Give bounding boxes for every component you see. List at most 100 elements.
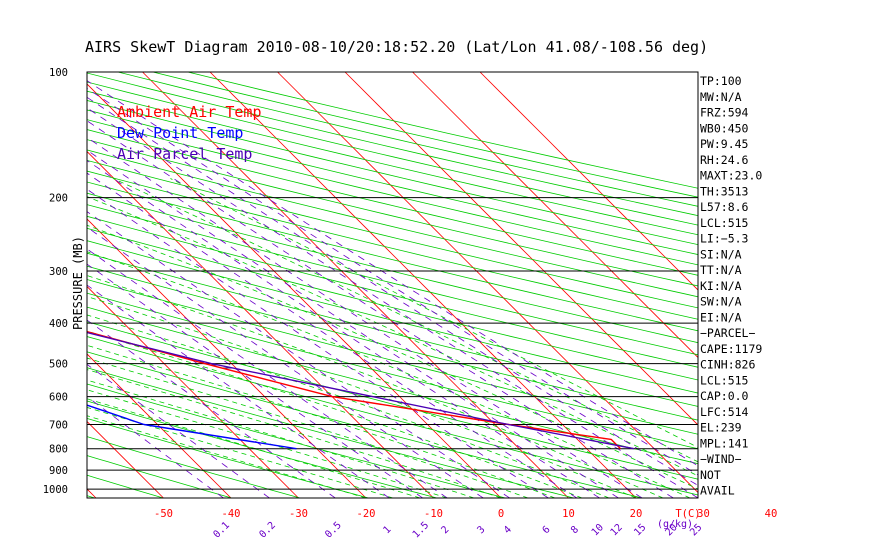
moist-adiabat-line	[87, 275, 664, 498]
legend-air-parcel-temp: Air Parcel Temp	[117, 145, 252, 163]
dry-adiabat-line	[87, 436, 301, 498]
isotherm-line	[0, 72, 29, 498]
moist-adiabat-line	[87, 369, 502, 498]
isotherm-line	[209, 72, 637, 498]
pressure-tick-label: 800	[49, 444, 68, 456]
mixing-ratio-line	[87, 248, 448, 498]
dry-adiabat-line	[87, 418, 369, 498]
sounding-traces	[87, 330, 635, 450]
pressure-tick-label: 400	[49, 318, 68, 330]
bottom-temp-tick-label: -10	[424, 508, 443, 520]
bottom-temp-tick-label: 40	[765, 508, 778, 520]
index-item: AVAIL	[700, 484, 735, 498]
pressure-tick-label: 600	[49, 392, 68, 404]
index-item: TP:100	[700, 74, 742, 88]
pressure-tick-label: 900	[49, 465, 68, 477]
index-item: PW:9.45	[700, 137, 748, 151]
dry-adiabat-line	[87, 204, 698, 356]
mixing-ratio-label: 4	[502, 524, 514, 536]
legend: Ambient Air Temp Dew Point Temp Air Parc…	[117, 103, 262, 163]
moist-adiabat-line	[87, 389, 448, 498]
index-item: LFC:514	[700, 405, 749, 419]
isotherm-line	[87, 218, 367, 498]
index-item: MPL:141	[700, 436, 749, 450]
pressure-tick-label: 1000	[43, 484, 68, 496]
dry-adiabat-line	[87, 119, 698, 266]
mixing-ratio-label: 6	[541, 524, 553, 536]
dry-adiabat-line	[87, 336, 698, 496]
dry-adiabat-line	[87, 265, 698, 421]
axis-ticks: 1002003004005006007008009001000-120-110-…	[43, 67, 778, 541]
bottom-temp-tick-label: 20	[630, 508, 643, 520]
moist-adiabat-line	[87, 407, 394, 498]
index-item: −PARCEL−	[700, 326, 755, 340]
plot-frame	[86, 71, 699, 499]
mixing-ratio-line	[87, 363, 270, 498]
mixing-ratio-label: 3	[475, 524, 487, 536]
dry-adiabat-line	[87, 240, 698, 394]
mixing-ratio-label: 1	[382, 524, 394, 536]
isotherm-line	[87, 285, 299, 498]
mixing-ratio-line	[87, 87, 698, 476]
mixing-ratio-label: 12	[609, 522, 625, 538]
pressure-tick-label: 300	[49, 266, 68, 278]
mixing-ratio-unit: (g/kg)	[657, 519, 693, 530]
bottom-temp-tick-label: -50	[154, 508, 173, 520]
index-item: RH:24.6	[700, 153, 749, 167]
legend-ambient-air-temp: Ambient Air Temp	[117, 103, 262, 121]
mixing-ratio-line	[87, 136, 643, 498]
index-item: CAP:0.0	[700, 389, 749, 403]
dry-adiabat-line	[87, 306, 698, 465]
moist-adiabat-line	[87, 196, 698, 477]
moist-adiabat-line	[87, 330, 583, 498]
bottom-temp-unit-label: T(C)	[675, 508, 700, 520]
dry-adiabat-line	[87, 139, 698, 287]
dry-adiabat-line	[87, 149, 698, 298]
pressure-tick-label: 100	[49, 67, 68, 79]
index-item: LCL:515	[700, 216, 748, 230]
dew-point-temp-line	[87, 404, 297, 450]
moist-adiabat-line	[87, 379, 475, 498]
mixing-ratio-line	[87, 149, 619, 498]
dry-adiabat-line	[0, 72, 26, 498]
moist-adiabat-line	[113, 178, 698, 463]
bottom-temp-tick-label: -30	[289, 508, 308, 520]
isotherm-line	[277, 72, 698, 494]
air-parcel-temp-line	[87, 331, 635, 450]
moist-adiabat-line	[87, 398, 421, 498]
y-axis-label: PRESSURE (MB)	[71, 236, 85, 330]
isotherm-line	[412, 72, 698, 359]
dry-adiabat-line	[87, 100, 698, 246]
moist-adiabat-line	[87, 224, 698, 490]
dry-adiabat-line	[87, 279, 698, 435]
bottom-temp-tick-label: -20	[357, 508, 376, 520]
mixing-ratio-line	[87, 120, 674, 498]
dry-adiabat-line	[87, 383, 506, 498]
index-item: NOT	[700, 468, 721, 482]
mixing-ratio-line	[87, 80, 698, 467]
index-item: LCL:515	[700, 373, 748, 387]
isotherm-line	[87, 420, 164, 498]
moist-adiabat-line	[87, 344, 556, 498]
mixing-ratio-line	[87, 263, 423, 498]
mixing-ratio-label: 15	[632, 522, 648, 538]
index-item: EL:239	[700, 421, 742, 435]
dry-adiabat-line	[87, 129, 698, 276]
bottom-temp-tick-label: 30	[697, 508, 710, 520]
mixing-ratio-label: 0.2	[257, 520, 278, 541]
index-item: MW:N/A	[700, 90, 742, 104]
pressure-tick-label: 700	[49, 420, 68, 432]
mixing-ratio-label: 10	[590, 522, 606, 538]
bottom-temp-tick-label: -40	[222, 508, 241, 520]
moist-adiabat-line	[87, 357, 529, 498]
pressure-tick-label: 500	[49, 359, 68, 371]
mixing-ratio-label: 8	[569, 524, 581, 536]
isotherm-line	[87, 150, 434, 498]
mixing-ratio-line	[87, 160, 600, 498]
mixing-ratio-line	[87, 172, 578, 498]
index-item: TH:3513	[700, 184, 749, 198]
bottom-temp-tick-label: 10	[562, 508, 575, 520]
dry-adiabat-line	[87, 227, 698, 381]
